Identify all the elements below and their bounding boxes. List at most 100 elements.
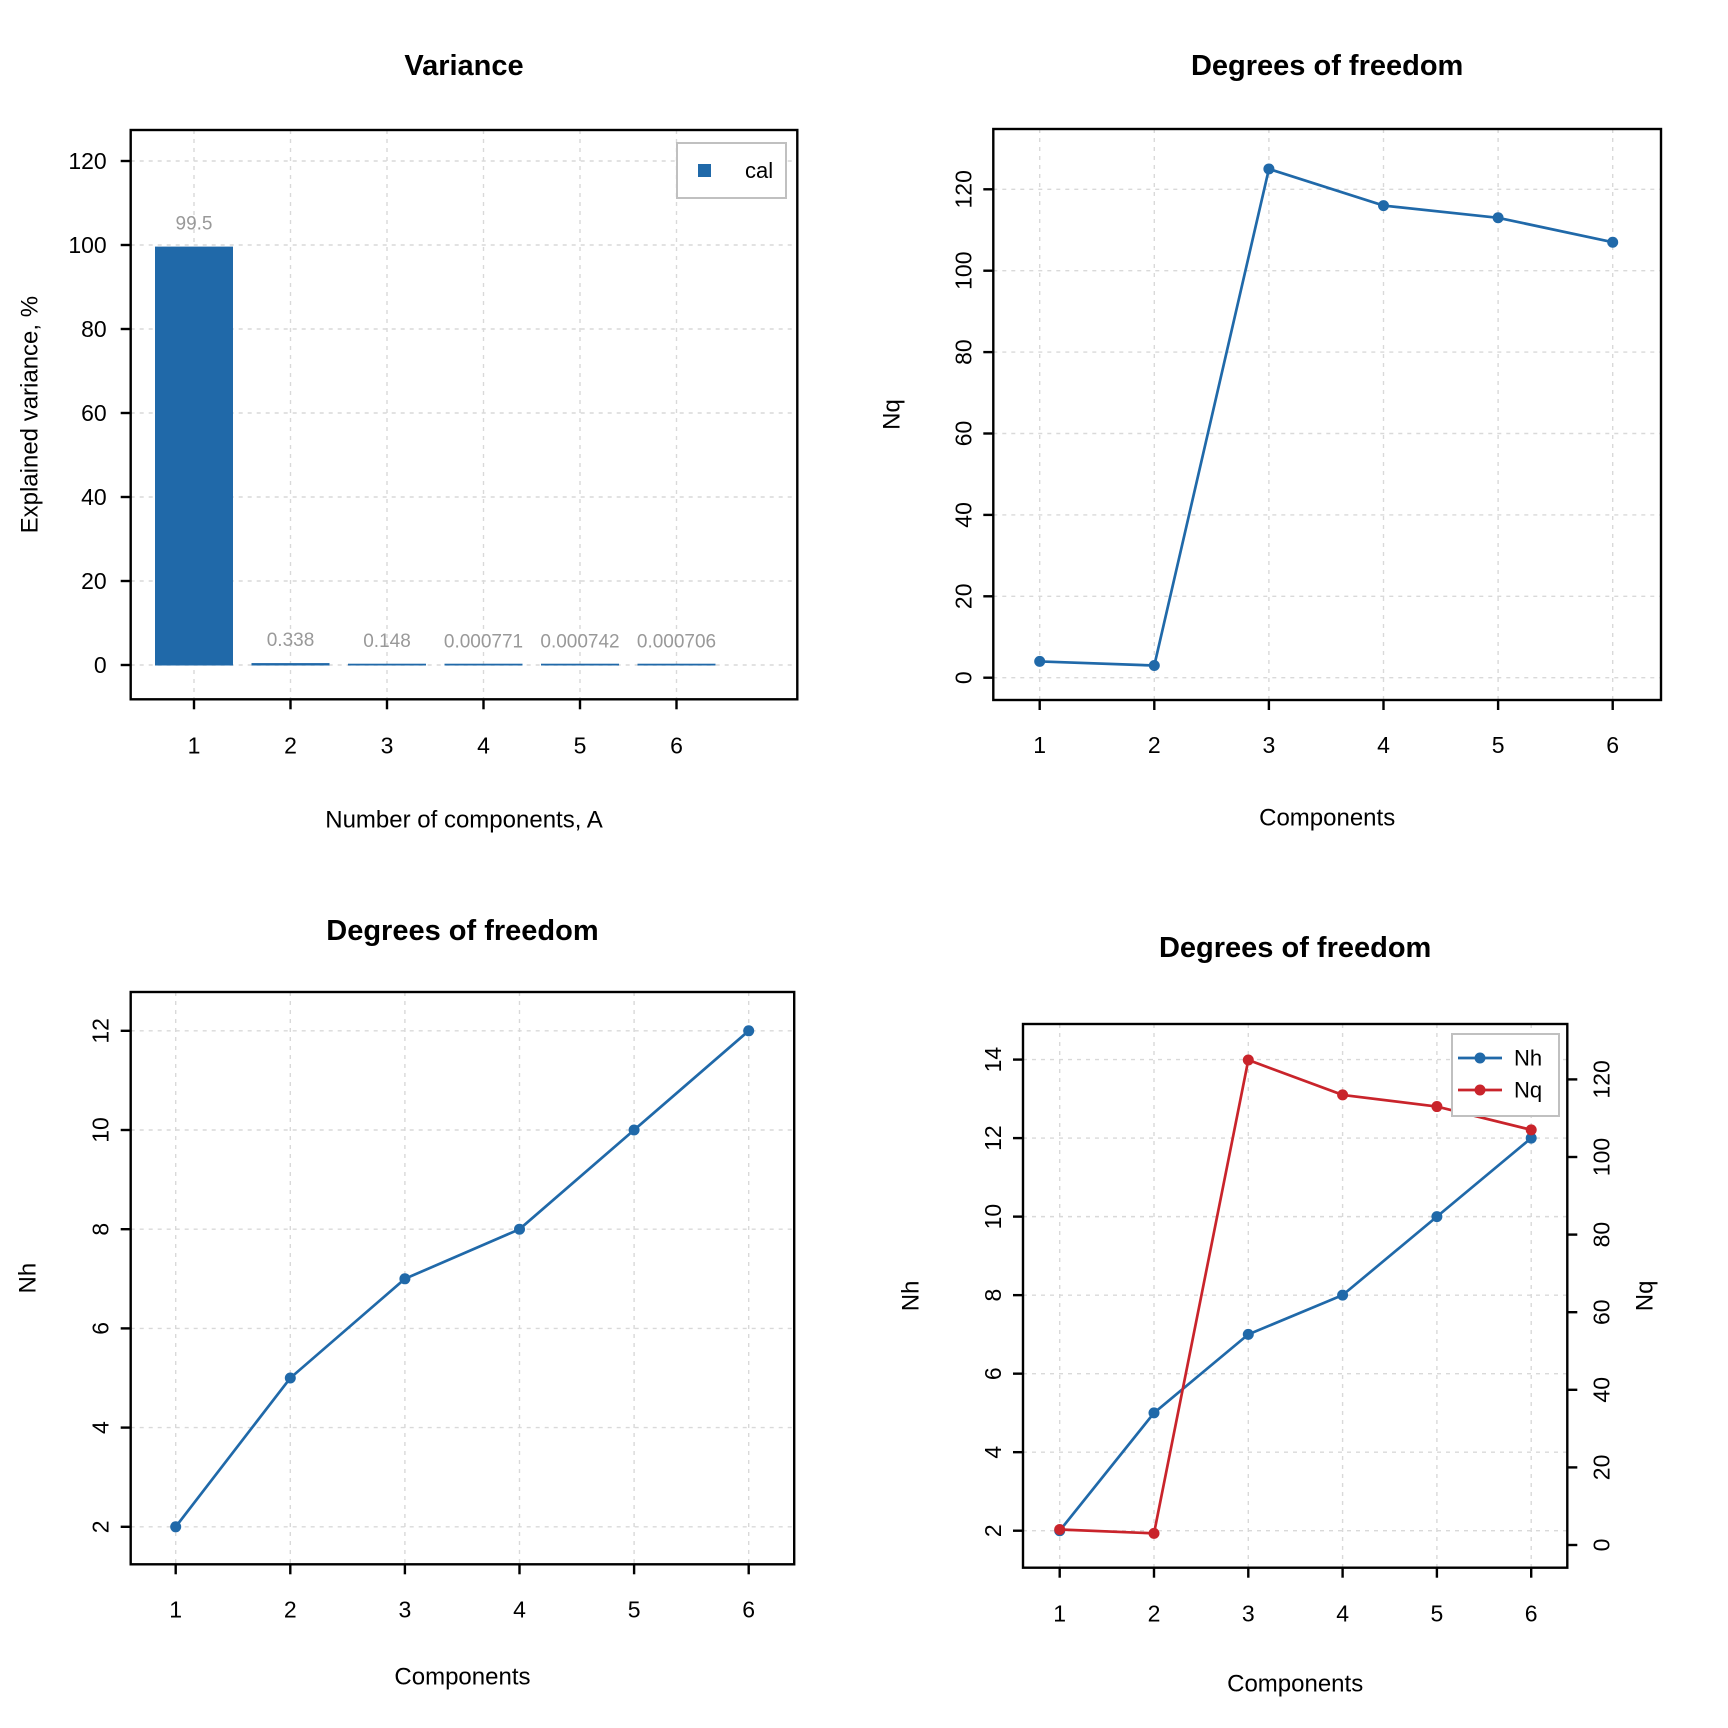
y2-tick-label: 120	[1588, 1060, 1614, 1098]
y2-tick-label: 100	[1588, 1138, 1614, 1176]
y-tick-label: 100	[950, 252, 976, 290]
plot-border	[992, 127, 1663, 702]
data-point-Nq	[1242, 1054, 1254, 1066]
series-line-Nh	[1058, 1137, 1533, 1532]
x-tick-label: 2	[1148, 1601, 1161, 1627]
legend-label: Nh	[1514, 1046, 1542, 1071]
data-point-Nh	[399, 1273, 411, 1285]
y-tick-label: 120	[68, 148, 106, 174]
grid	[130, 130, 798, 700]
data-point-Nh	[743, 1025, 755, 1037]
data-point-Nh	[170, 1521, 182, 1533]
y-tick-label: 60	[950, 421, 976, 447]
y2-tick-label: 60	[1588, 1299, 1614, 1325]
legend-box	[1451, 1033, 1560, 1117]
series-line-Nq	[1059, 1058, 1532, 1535]
plot-border	[129, 990, 796, 1566]
grid	[993, 129, 1661, 700]
y-tick-label: 6	[980, 1367, 1006, 1380]
x-tick-label: 5	[574, 732, 587, 758]
x-axis-label: Components	[394, 1664, 530, 1691]
y2-tick-label: 20	[1588, 1455, 1614, 1481]
y-tick-label: 60	[81, 400, 107, 426]
bar-component-4	[444, 663, 523, 666]
axis-ticks	[1013, 1058, 1578, 1578]
legend-circle-marker	[1474, 1084, 1486, 1096]
x-tick-label: 6	[1606, 732, 1619, 758]
data-point-Nq	[1034, 655, 1046, 667]
x-tick-label: 2	[284, 732, 297, 758]
bar-value-label: 99.5	[176, 214, 213, 235]
dof-dual-axis-chart-panel: 1 2 3 4 5 62468101214020406080100120NqDegrees…	[898, 932, 1659, 1698]
x-tick-label: 4	[1377, 732, 1390, 758]
bar-component-5	[541, 663, 619, 666]
x-tick-label: 6	[670, 732, 683, 758]
data-point-Nq	[1492, 212, 1504, 224]
series-line-Nq	[1039, 167, 1613, 667]
legend-label: Nq	[1514, 1078, 1542, 1103]
chart-title: Degrees of freedom	[1191, 50, 1463, 82]
bar-component-1	[155, 246, 233, 666]
y-axis-label: Nh	[898, 1281, 925, 1312]
data-point-Nq	[1148, 1527, 1160, 1539]
data-point-Nh	[1337, 1289, 1349, 1301]
legend-circle-marker	[1474, 1052, 1486, 1064]
x-tick-label: 5	[628, 1596, 641, 1622]
y-tick-label: 120	[950, 170, 976, 208]
series-line-Nh	[174, 1029, 750, 1528]
x-tick-label: 1	[1053, 1601, 1066, 1627]
y-tick-label: 14	[980, 1047, 1006, 1073]
x-axis-label: Components	[1259, 805, 1395, 832]
bar-component-3	[348, 663, 426, 666]
x-tick-label: 5	[1431, 1601, 1444, 1627]
data-point-Nh	[284, 1372, 296, 1384]
x-tick-label: 3	[399, 1596, 412, 1622]
y-tick-label: 40	[81, 484, 107, 510]
x-tick-label: 1	[188, 732, 201, 758]
bar-value-label: 0.148	[363, 631, 411, 652]
y-tick-label: 8	[88, 1223, 114, 1236]
y2-axis-label: Nq	[1632, 1281, 1659, 1312]
data-point-Nq	[1054, 1523, 1066, 1535]
legend-box	[676, 142, 787, 199]
data-point-Nq	[1378, 200, 1389, 212]
y-tick-label: 12	[88, 1018, 114, 1044]
x-tick-label: 3	[381, 732, 394, 758]
y-axis-label: Nq	[879, 399, 906, 430]
grid	[130, 992, 795, 1565]
y-tick-label: 80	[81, 316, 107, 342]
y-tick-label: 10	[980, 1204, 1006, 1230]
plot-border	[129, 128, 799, 701]
bar-value-label: 0.338	[267, 630, 315, 651]
axis-ticks	[120, 159, 678, 710]
y-tick-label: 8	[980, 1289, 1006, 1302]
y-axis-label: Explained variance, %	[17, 296, 44, 533]
data-point-Nq	[1148, 659, 1160, 671]
x-axis-label: Number of components, A	[325, 807, 602, 834]
y-tick-label: 40	[950, 502, 976, 528]
y-tick-label: 100	[68, 232, 106, 258]
x-tick-label: 5	[1492, 732, 1505, 758]
bar-value-label: 0.000742	[540, 631, 619, 652]
y-tick-label: 4	[88, 1421, 114, 1434]
data-point-Nq	[1607, 236, 1619, 248]
y-tick-label: 0	[94, 652, 107, 678]
y-tick-label: 20	[81, 568, 107, 594]
bar-component-2	[251, 663, 330, 666]
data-point-Nq	[1431, 1101, 1443, 1113]
y-tick-label: 10	[88, 1117, 114, 1143]
x-axis-label: Components	[1227, 1671, 1363, 1698]
axis-ticks	[120, 1029, 750, 1575]
y-axis-label: Nh	[15, 1263, 42, 1294]
data-point-Nh	[1242, 1328, 1254, 1340]
axis-ticks	[983, 188, 1614, 710]
bar-value-label: 0.000706	[637, 631, 716, 652]
x-tick-label: 6	[742, 1596, 755, 1622]
x-tick-label: 3	[1263, 732, 1276, 758]
x-tick-label: 2	[1148, 732, 1161, 758]
y-tick-label: 2	[980, 1524, 1006, 1537]
